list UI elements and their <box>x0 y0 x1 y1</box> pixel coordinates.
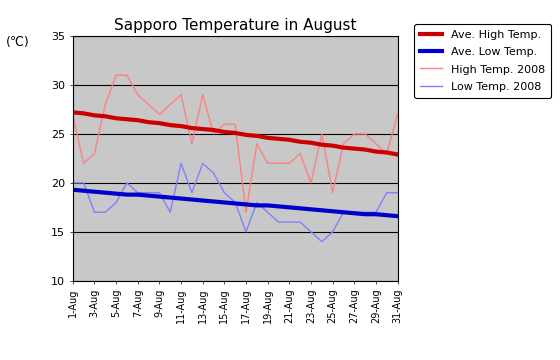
Text: (℃): (℃) <box>6 36 29 49</box>
Title: Sapporo Temperature in August: Sapporo Temperature in August <box>114 18 357 33</box>
Legend: Ave. High Temp., Ave. Low Temp., High Temp. 2008, Low Temp. 2008: Ave. High Temp., Ave. Low Temp., High Te… <box>414 23 551 98</box>
